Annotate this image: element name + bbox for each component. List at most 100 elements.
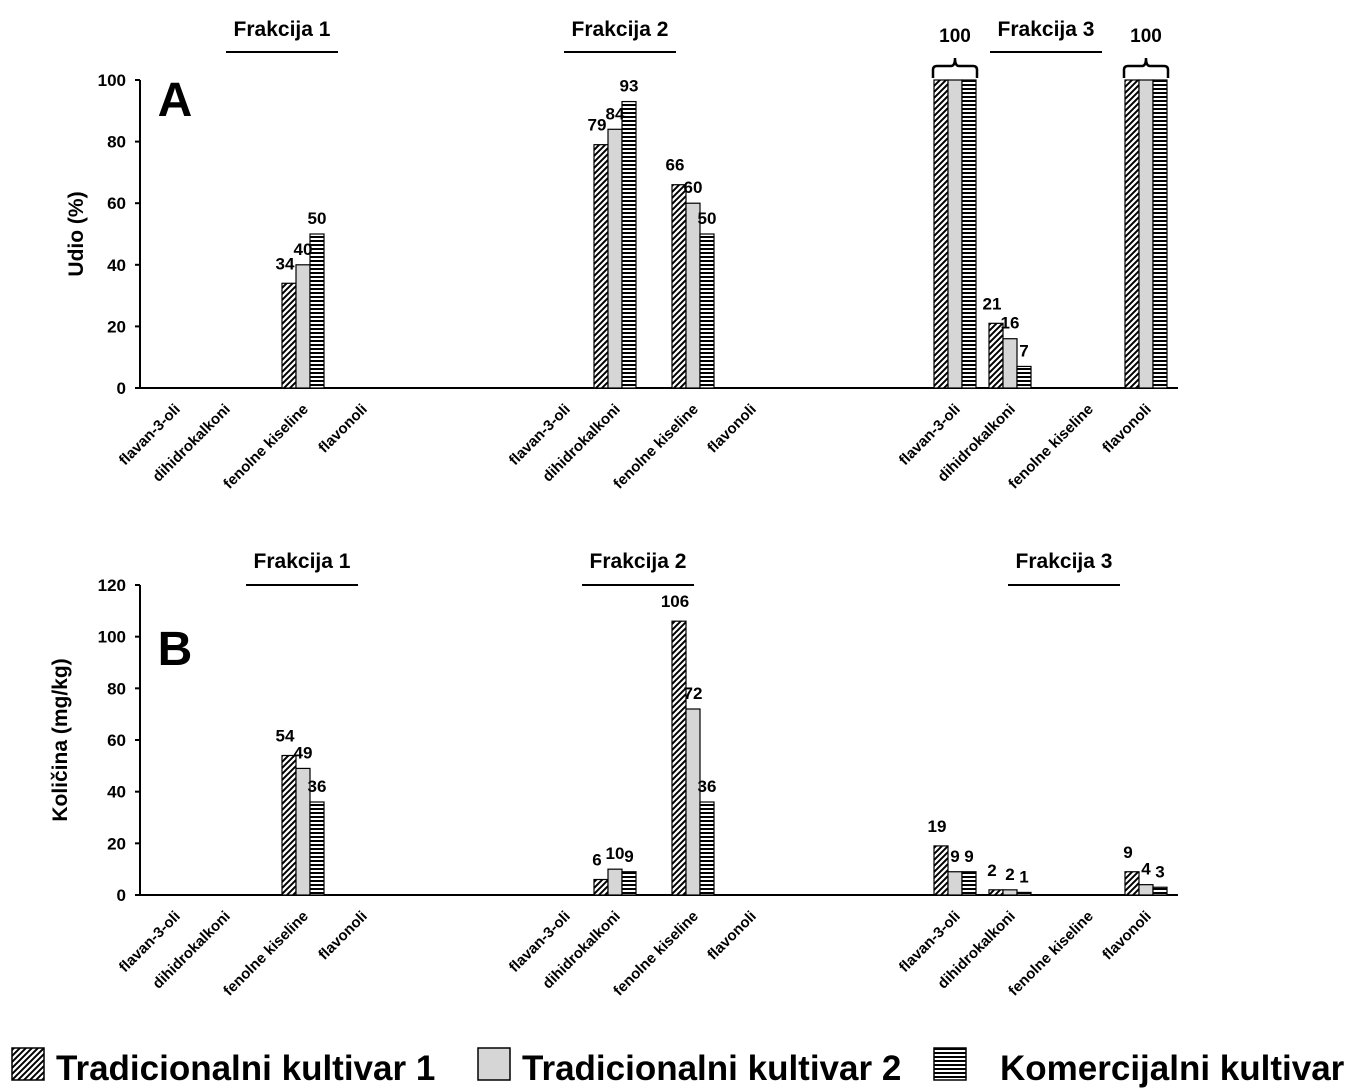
data-label: 36: [698, 777, 717, 796]
data-label: 93: [620, 77, 639, 96]
bar-trad2: [685, 202, 701, 389]
bar-komerc: [1016, 365, 1032, 389]
data-label: 54: [276, 727, 295, 746]
group-title: Frakcija 3: [998, 18, 1095, 41]
y-tick-label: 20: [107, 317, 126, 336]
data-label: 50: [698, 209, 717, 228]
data-label: 34: [276, 254, 295, 273]
bar-trad1: [988, 322, 1004, 389]
bar-trad2: [1002, 338, 1018, 389]
bar-trad1: [933, 845, 949, 896]
x-tick-label: fenolne kiseline: [220, 908, 312, 1000]
data-label: 2: [1005, 865, 1014, 884]
data-label: 36: [308, 777, 327, 796]
y-tick-label: 0: [117, 886, 126, 905]
y-axis-label: Količina (mg/kg): [49, 658, 72, 821]
legend-label: Komercijalni kultivar: [1000, 1049, 1345, 1088]
legend-label: Tradicionalni kultivar 1: [56, 1049, 435, 1088]
group-title: Frakcija 2: [590, 550, 687, 573]
data-label: 49: [294, 743, 313, 762]
bar-trad1: [933, 79, 949, 389]
bar-trad1: [671, 620, 687, 896]
x-tick-label: fenolne kiseline: [1005, 401, 1097, 493]
bar-komerc: [309, 801, 325, 896]
data-label: 9: [624, 847, 633, 866]
data-label: 16: [1001, 314, 1020, 333]
group-title: Frakcija 2: [572, 18, 669, 41]
data-label: 21: [983, 294, 1002, 313]
x-tick-label: fenolne kiseline: [610, 908, 702, 1000]
bar-komerc: [621, 871, 637, 896]
bar-trad1: [593, 144, 609, 389]
y-tick-label: 80: [107, 679, 126, 698]
data-label: 106: [661, 592, 689, 611]
bar-komerc: [621, 100, 637, 389]
group-title: Frakcija 3: [1016, 550, 1113, 573]
x-tick-label: flavonoli: [315, 401, 371, 457]
panel-letter: B: [158, 623, 193, 676]
data-label: 66: [666, 156, 685, 175]
group-title: Frakcija 1: [234, 18, 331, 41]
y-tick-label: 60: [107, 194, 126, 213]
data-label: 6: [592, 851, 601, 870]
y-tick-label: 120: [98, 576, 126, 595]
bar-trad1: [281, 282, 297, 389]
data-label: 9: [964, 847, 973, 866]
x-tick-label: flavonoli: [1099, 908, 1155, 964]
bar-trad2: [947, 79, 963, 389]
x-tick-label: flavonoli: [1099, 401, 1155, 457]
bar-trad2: [685, 708, 701, 896]
bar-trad2: [607, 868, 623, 896]
bar-komerc: [961, 79, 977, 389]
y-tick-label: 100: [98, 71, 126, 90]
legend-swatch-komerc: [933, 1047, 967, 1081]
y-tick-label: 100: [98, 628, 126, 647]
legend: Tradicionalni kultivar 1 Tradicionalni ku…: [11, 1047, 1345, 1088]
bar-komerc: [1152, 886, 1168, 896]
brace-bracket: [1122, 57, 1170, 78]
data-label: 10: [606, 844, 625, 863]
x-tick-label: flavonoli: [704, 401, 760, 457]
legend-label: Tradicionalni kultivar 2: [522, 1049, 901, 1088]
x-tick-label: flavonoli: [704, 908, 760, 964]
data-label: 2: [987, 861, 996, 880]
x-tick-label: flavonoli: [315, 908, 371, 964]
bar-trad2: [607, 128, 623, 389]
bar-trad1: [593, 878, 609, 896]
x-tick-label: fenolne kiseline: [1005, 908, 1097, 1000]
bar-trad2: [947, 871, 963, 896]
bar-komerc: [699, 233, 715, 389]
x-tick-label: fenolne kiseline: [610, 401, 702, 493]
legend-swatch-trad2: [477, 1047, 511, 1081]
chart-panel-b: 0 20 40 60 80 100 120 Količina (mg/kg) B Frakcija…: [49, 550, 1178, 999]
bar-trad1: [1124, 79, 1140, 389]
y-axis-label: Udio (%): [65, 191, 88, 276]
bar-trad1: [281, 754, 297, 896]
bar-komerc: [309, 233, 325, 389]
data-label: 60: [684, 178, 703, 197]
y-tick-label: 20: [107, 834, 126, 853]
y-tick-label: 0: [117, 379, 126, 398]
bar-trad1: [1124, 871, 1140, 896]
data-label: 72: [684, 684, 703, 703]
group-title: Frakcija 1: [254, 550, 351, 573]
data-label: 4: [1141, 860, 1151, 879]
bar-trad2: [295, 264, 311, 389]
data-label: 19: [928, 817, 947, 836]
bar-trad2: [1002, 889, 1018, 896]
y-tick-label: 80: [107, 133, 126, 152]
data-label: 1: [1019, 867, 1028, 886]
y-tick-label: 60: [107, 731, 126, 750]
bar-trad1: [988, 889, 1004, 896]
data-label: 9: [1123, 843, 1132, 862]
bar-trad2: [1138, 884, 1154, 896]
y-tick-label: 40: [107, 256, 126, 275]
brace-label: 100: [1130, 26, 1162, 47]
data-label: 40: [294, 240, 313, 259]
bar-komerc: [1016, 891, 1032, 896]
data-label: 84: [606, 104, 625, 123]
data-label: 9: [950, 847, 959, 866]
legend-swatch-trad1: [11, 1047, 45, 1081]
